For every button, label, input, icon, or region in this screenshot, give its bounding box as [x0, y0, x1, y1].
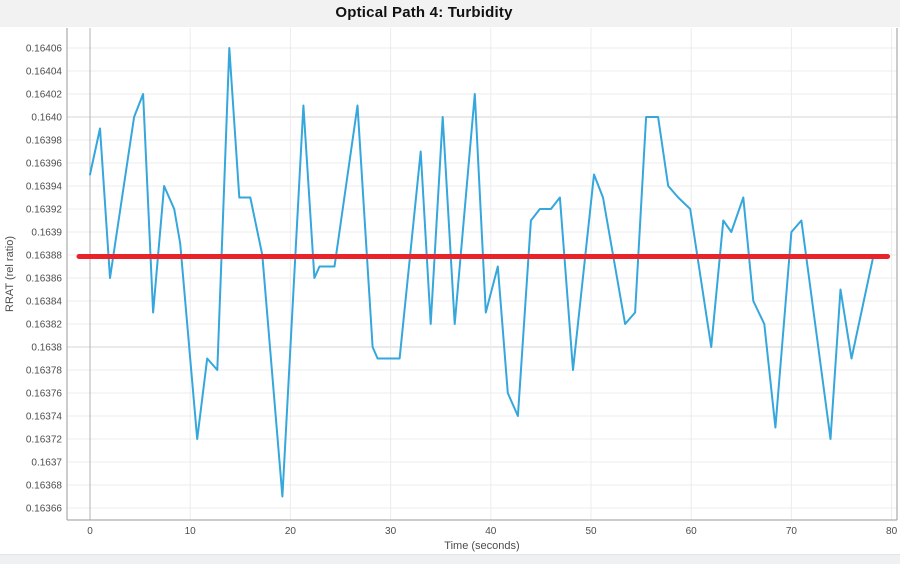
y-tick-label: 0.16378 [26, 366, 63, 377]
x-tick-label: 10 [185, 526, 197, 537]
y-tick-label: 0.16402 [26, 90, 63, 101]
turbidity-line [89, 47, 875, 498]
x-tick-label: 60 [686, 526, 698, 537]
x-tick-label: 20 [285, 526, 297, 537]
y-tick-label: 0.16366 [26, 504, 63, 515]
y-axis-title: RRAT (rel ratio) [4, 236, 16, 312]
y-tick-label: 0.16398 [26, 136, 63, 147]
title-band [0, 0, 900, 27]
x-tick-label: 70 [786, 526, 798, 537]
x-tick-label: 40 [485, 526, 497, 537]
y-tick-label: 0.1640 [31, 113, 62, 124]
y-tick-label: 0.16382 [26, 320, 63, 331]
y-tick-label: 0.16392 [26, 205, 63, 216]
y-tick-label: 0.1637 [31, 458, 62, 469]
x-axis-title: Time (seconds) [444, 540, 520, 552]
y-tick-label: 0.16388 [26, 251, 63, 262]
x-tick-label: 30 [385, 526, 397, 537]
y-tick-label: 0.16386 [26, 274, 63, 285]
y-tick-label: 0.16374 [26, 412, 63, 423]
y-tick-label: 0.16384 [26, 297, 63, 308]
y-tick-label: 0.16396 [26, 159, 63, 170]
y-tick-label: 0.16394 [26, 182, 63, 193]
y-tick-label: 0.1638 [31, 343, 62, 354]
y-tick-label: 0.16368 [26, 481, 63, 492]
y-tick-label: 0.16376 [26, 389, 63, 400]
bottom-band [0, 554, 900, 564]
x-tick-label: 50 [585, 526, 597, 537]
y-tick-label: 0.1639 [31, 228, 62, 239]
y-tick-label: 0.16404 [26, 67, 63, 78]
y-tick-label: 0.16406 [26, 44, 63, 55]
x-tick-label: 0 [87, 526, 93, 537]
x-tick-label: 80 [886, 526, 898, 537]
y-tick-label: 0.16372 [26, 435, 63, 446]
chart-title: Optical Path 4: Turbidity [335, 4, 513, 21]
